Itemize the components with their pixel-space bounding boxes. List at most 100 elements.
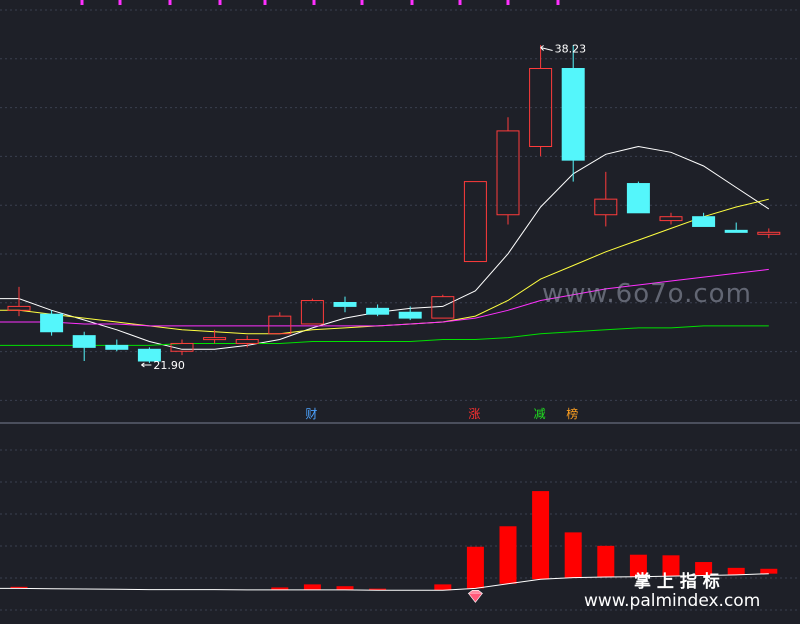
- candle-body-2: [72, 335, 96, 348]
- watermark-cn: 掌 上 指 标: [634, 571, 720, 592]
- candle-body-21: [692, 216, 716, 227]
- event-markers: 财涨减榜: [305, 406, 578, 421]
- candle-21: [692, 212, 716, 227]
- indicator-bar-23: [760, 568, 778, 574]
- candle-body-18: [594, 198, 618, 216]
- candle-23: [757, 228, 781, 239]
- candle-20: [659, 212, 683, 225]
- top-tick-10: [556, 0, 560, 5]
- candle-13: [431, 294, 455, 319]
- indicator-bar-22: [727, 567, 745, 575]
- top-tick-3: [218, 0, 222, 5]
- candle-1: [40, 310, 64, 336]
- price-panel: 38.23 21.90 财 涨 减 榜 www.6o7o.com: [0, 9, 800, 421]
- candle-5: [170, 339, 194, 356]
- indicator-bar-14: [466, 546, 484, 589]
- candle-18: [594, 171, 618, 227]
- diamond-top: [468, 590, 483, 594]
- low-price-label: 21.90: [153, 359, 185, 372]
- event-marker-1: 涨: [468, 406, 480, 421]
- indicator-bar-17: [564, 532, 582, 578]
- top-tick-0: [80, 0, 84, 5]
- price-grid: [0, 9, 800, 401]
- candle-body-10: [333, 302, 357, 307]
- top-tick-8: [458, 0, 462, 5]
- diamond-shape: [467, 593, 484, 603]
- event-marker-0: 财: [305, 407, 317, 421]
- candle-body-0: [7, 305, 31, 311]
- candle-2: [72, 331, 96, 361]
- watermark-url: www.palmindex.com: [584, 591, 760, 611]
- candle-10: [333, 296, 357, 313]
- indicator-bar-10: [336, 586, 354, 590]
- candle-body-12: [398, 311, 422, 319]
- candle-body-14: [463, 181, 487, 263]
- indicator-bar-15: [499, 526, 517, 584]
- candle-9: [300, 298, 324, 325]
- indicator-bar-20: [662, 555, 680, 577]
- indicator-bar-8: [271, 587, 289, 590]
- candle-body-8: [268, 315, 292, 335]
- indicator-grid: [0, 449, 800, 611]
- candle-6: [203, 329, 227, 344]
- top-tick-1: [118, 0, 122, 5]
- top-tick-5: [312, 0, 316, 5]
- candle-19: [626, 181, 650, 214]
- candle-body-1: [40, 313, 64, 333]
- indicator-bar-13: [434, 584, 452, 591]
- high-price-arrow-icon: [540, 45, 553, 52]
- indicator-panel: 掌 上 指 标 www.palmindex.com: [0, 449, 800, 611]
- indicator-bar-21: [695, 562, 713, 576]
- top-tick-markers: [80, 0, 560, 5]
- candle-4: [137, 347, 161, 363]
- indicator-bar-19: [629, 554, 647, 577]
- candle-8: [268, 312, 292, 335]
- candle-body-16: [529, 68, 553, 147]
- indicator-bars: [10, 491, 778, 591]
- diamond-icon: [467, 590, 484, 603]
- event-marker-2: 减: [534, 407, 546, 421]
- candle-body-17: [561, 68, 585, 161]
- candlesticks: [7, 45, 781, 363]
- high-price-label: 38.23: [555, 43, 587, 56]
- candle-7: [235, 335, 259, 348]
- indicator-bar-9: [303, 584, 321, 590]
- candle-body-6: [203, 337, 227, 341]
- candle-11: [366, 304, 390, 317]
- low-price-arrow-icon: [141, 362, 152, 368]
- candle-body-11: [366, 307, 390, 315]
- candle-12: [398, 306, 422, 321]
- candle-body-15: [496, 130, 520, 216]
- watermark-top: www.6o7o.com: [542, 279, 752, 309]
- candle-0: [7, 286, 31, 317]
- candle-body-19: [626, 183, 650, 214]
- indicator-bar-16: [532, 491, 550, 580]
- indicator-bar-0: [10, 586, 28, 589]
- candle-14: [463, 181, 487, 263]
- candle-body-4: [137, 348, 161, 362]
- candle-body-5: [170, 342, 194, 352]
- candle-17: [561, 45, 585, 182]
- candle-body-23: [757, 231, 781, 235]
- candle-body-20: [659, 216, 683, 222]
- top-tick-9: [506, 0, 510, 5]
- indicator-baseline: [0, 573, 769, 591]
- top-tick-2: [168, 0, 172, 5]
- candle-22: [724, 222, 748, 233]
- candle-16: [529, 45, 553, 157]
- candle-body-9: [300, 300, 324, 325]
- top-tick-4: [263, 0, 267, 5]
- event-marker-3: 榜: [566, 406, 578, 421]
- candle-3: [105, 339, 129, 352]
- candle-15: [496, 117, 520, 225]
- ma-line-2: [0, 268, 769, 327]
- indicator-bar-11: [369, 588, 387, 591]
- top-tick-7: [410, 0, 414, 5]
- candle-body-7: [235, 339, 259, 344]
- indicator-bar-18: [597, 545, 615, 578]
- price-annotations: 38.23 21.90: [141, 43, 586, 372]
- candle-body-13: [431, 296, 455, 319]
- top-tick-6: [360, 0, 364, 5]
- candle-body-22: [724, 229, 748, 233]
